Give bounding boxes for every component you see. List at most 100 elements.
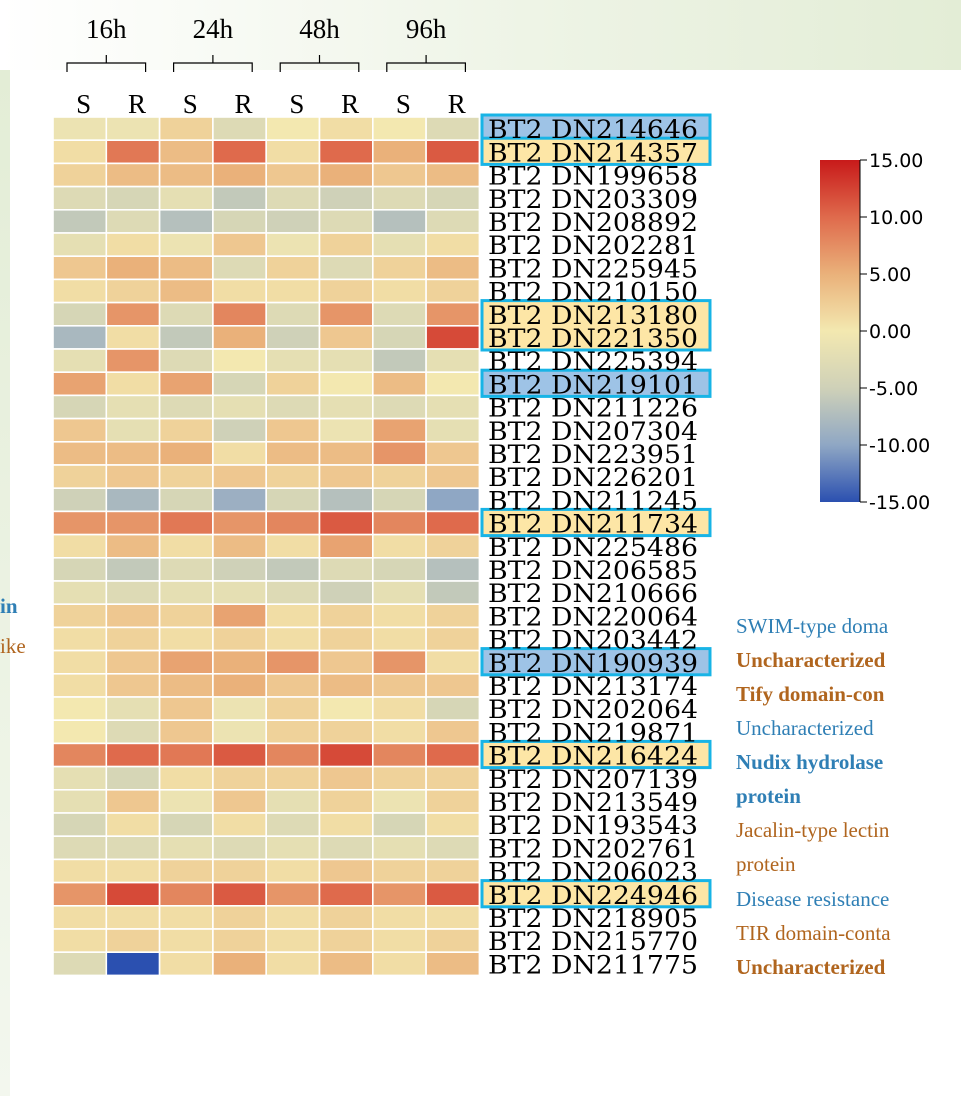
heatmap-cell [265,765,321,791]
heatmap-cell [105,742,161,768]
heatmap-cell [265,185,321,211]
gene-label: BT2 DN220064 [488,602,698,631]
heatmap-cell [425,162,481,188]
gene-label: BT2 DN206023 [488,858,698,887]
heatmap-cell [105,649,161,675]
heatmap-cell [212,139,267,165]
heatmap-cell [265,626,321,652]
heatmap-cell [265,510,321,536]
heatmap-cell [105,232,161,258]
heatmap-cells [52,116,481,977]
heatmap-cell [318,533,374,559]
heatmap-cell [371,928,427,954]
heatmap-cell [318,255,374,281]
heatmap-cell [371,672,427,698]
heatmap-cell [265,162,321,188]
heatmap-cell [158,904,214,930]
heatmap-cell [52,533,108,559]
heatmap-cell [318,580,374,606]
heatmap-cell [318,232,374,258]
heatmap-cell [52,580,108,606]
heatmap-cell [212,440,267,466]
heatmap-cell [371,278,427,304]
heatmap-cell [105,417,161,443]
heatmap-cell [52,394,108,420]
heatmap-cell [52,858,108,884]
heatmap-cell [425,209,481,234]
heatmap-cell [212,858,267,884]
heatmap-cell [265,255,321,281]
heatmap-cell [371,348,427,374]
heatmap-cell [158,603,214,629]
heatmap-cell [318,324,374,350]
heatmap-cell [158,510,214,536]
heatmap-cell [212,556,267,582]
heatmap-cell [158,278,214,304]
heatmap-cell [318,510,374,536]
heatmap-cell [425,580,481,606]
heatmap-cell [105,394,161,420]
heatmap-cell [425,487,481,513]
heatmap-cell [371,417,427,443]
heatmap-cell [265,835,321,861]
column-label: R [235,89,253,119]
heatmap-cell [318,858,374,884]
gene-label: BT2 DN206585 [488,556,698,585]
heatmap-cell [52,510,108,536]
heatmap-cell [265,881,321,907]
heatmap-cell [105,858,161,884]
heatmap-cell [318,788,374,814]
gene-label: BT2 DN223951 [488,440,698,469]
heatmap-cell [425,255,481,281]
heatmap-cell [318,649,374,675]
heatmap-cell [212,951,267,977]
heatmap-cell [158,232,214,258]
heatmap-cell [212,162,267,188]
heatmap-cell [265,788,321,814]
heatmap-cell [371,139,427,165]
heatmap-cell [105,904,161,930]
heatmap-cell [52,904,108,930]
heatmap-cell [52,881,108,907]
heatmap-cell [52,255,108,281]
gene-label: BT2 DN203309 [488,185,698,214]
heatmap-cell [371,371,427,397]
heatmap-cell [105,881,161,907]
heatmap-cell [212,301,267,327]
heatmap-cell [265,812,321,838]
gene-highlight-orange [480,299,712,352]
heatmap-cell [52,603,108,629]
gene-label: BT2 DN211226 [488,394,698,423]
heatmap-cell [318,603,374,629]
legend-tick-label: 0.00 [869,321,911,343]
heatmap-cell [425,812,481,838]
heatmap-cell [318,417,374,443]
protein-annotation: ike [0,634,26,658]
heatmap-cell [52,742,108,768]
heatmap-cell [425,185,481,211]
protein-annotation: in [0,594,18,618]
protein-annotation: Disease resistance [736,887,890,911]
time-point-label: 16h [86,14,127,44]
heatmap-cell [158,209,214,234]
heatmap-cell [265,696,321,722]
gene-label: BT2 DN211775 [488,950,698,979]
heatmap-cell [105,928,161,954]
protein-annotation: Nudix hydrolase [736,750,884,774]
legend-gradient-bar [820,160,860,502]
heatmap-cell [158,116,214,142]
heatmap-cell [212,742,267,768]
heatmap-cell [265,904,321,930]
gene-label: BT2 DN225394 [488,347,698,376]
heatmap-cell [105,139,161,165]
heatmap-cell [212,696,267,722]
heatmap-cell [318,487,374,513]
gene-label: BT2 DN202281 [488,231,698,260]
protein-annotation: Uncharacterized [736,955,886,979]
gene-highlight-blue [480,368,712,398]
heatmap-cell [265,348,321,374]
heatmap-cell [52,324,108,350]
heatmap-cell [52,788,108,814]
heatmap-cell [105,278,161,304]
legend-tick-label: 5.00 [869,264,911,286]
